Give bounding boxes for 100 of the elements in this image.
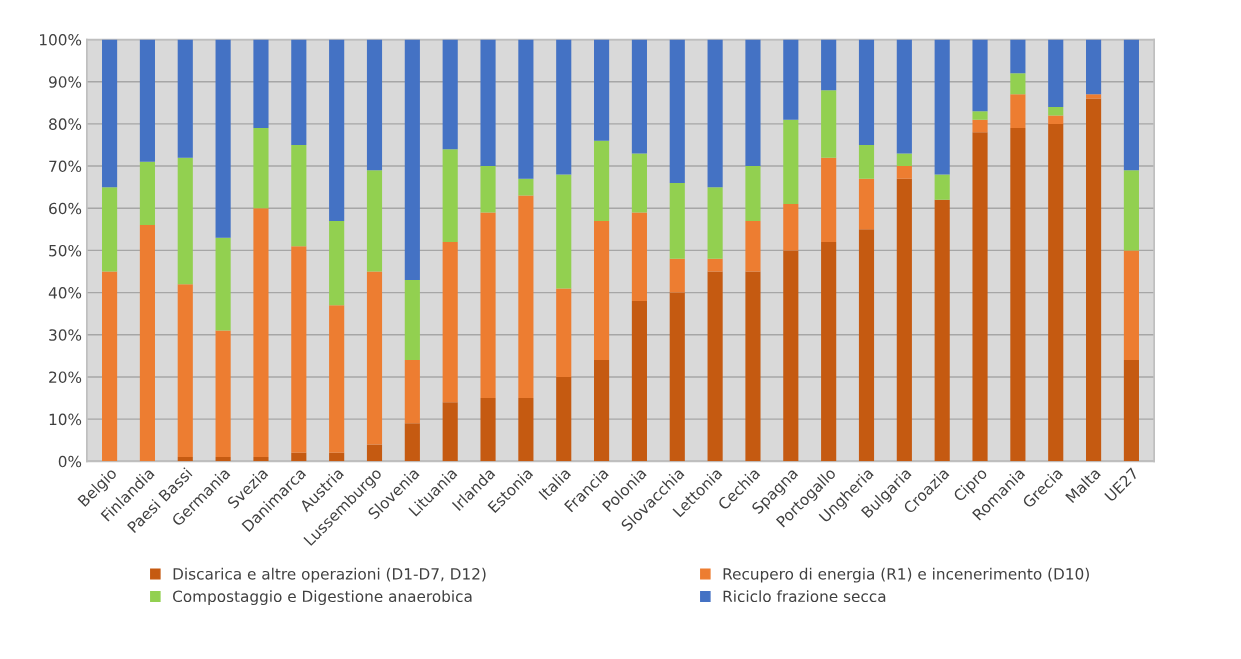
bar — [329, 39, 345, 221]
bar — [139, 39, 155, 162]
bar — [669, 292, 685, 462]
bar — [821, 90, 837, 158]
bar — [366, 271, 383, 445]
bar — [215, 457, 231, 462]
legend-label: Compostaggio e Digestione anaerobica — [173, 590, 472, 606]
y-tick-label: 50% — [49, 244, 82, 257]
y-tick-label: 20% — [49, 371, 82, 383]
bar — [821, 157, 837, 242]
bar — [1010, 128, 1026, 462]
y-tick-label: 60% — [49, 202, 82, 215]
bar — [291, 144, 307, 247]
bar — [972, 132, 988, 462]
bar — [102, 271, 118, 462]
bar — [631, 212, 647, 302]
y-tick-label: 10% — [49, 413, 82, 426]
bar — [177, 157, 193, 285]
bar — [934, 174, 950, 200]
bar — [291, 246, 307, 453]
y-tick-label: 70% — [49, 160, 82, 173]
bar — [556, 174, 572, 289]
bar — [102, 187, 118, 272]
bar — [1086, 94, 1102, 99]
bar — [783, 39, 799, 120]
bar — [480, 39, 496, 167]
bar — [404, 39, 420, 280]
y-tick-label: 80% — [49, 118, 82, 130]
bar — [177, 284, 193, 458]
bar — [1123, 39, 1139, 171]
bar — [366, 444, 383, 462]
bar — [1123, 170, 1139, 251]
bar — [594, 39, 610, 141]
bar — [291, 452, 307, 462]
bar — [518, 39, 534, 179]
bar — [556, 39, 572, 175]
bar — [783, 204, 799, 251]
bar — [253, 128, 269, 209]
bar — [253, 39, 269, 129]
bar — [518, 178, 534, 196]
bar — [1048, 107, 1064, 116]
y-tick-label: 30% — [49, 329, 82, 341]
bar — [1010, 39, 1026, 74]
bar — [1086, 39, 1102, 95]
bar — [745, 271, 761, 462]
bar — [442, 241, 458, 403]
bar — [972, 111, 988, 120]
bar — [291, 39, 307, 145]
legend-label: Recupero di energia (R1) e incenerimento (D10) — [723, 567, 1089, 583]
bar — [783, 119, 799, 205]
bar — [707, 187, 723, 259]
bar — [139, 161, 155, 226]
bar — [745, 39, 761, 167]
bar — [215, 39, 231, 238]
bar — [594, 220, 610, 361]
bar — [972, 39, 988, 112]
bar — [1123, 360, 1139, 462]
bar — [1048, 115, 1064, 124]
bar — [1123, 250, 1139, 361]
legend-label: Riciclo frazione secca — [723, 590, 886, 603]
bar — [102, 39, 118, 188]
bar — [707, 258, 723, 272]
bar — [329, 305, 345, 453]
bar — [480, 212, 496, 399]
y-tick-label: 100% — [40, 34, 82, 46]
bar — [329, 452, 345, 462]
bar — [1086, 98, 1102, 462]
bar — [253, 457, 269, 462]
bar — [631, 153, 647, 213]
bar — [442, 39, 458, 150]
bar — [745, 220, 761, 272]
bar — [139, 225, 155, 462]
bar — [896, 39, 912, 154]
bar — [594, 360, 610, 462]
y-tick-label: 40% — [48, 287, 82, 299]
bar — [896, 178, 912, 462]
bar — [518, 195, 534, 399]
bar — [215, 330, 231, 458]
bar — [934, 199, 950, 462]
bar — [1048, 123, 1064, 462]
bar — [707, 271, 723, 462]
bar — [366, 170, 383, 272]
bar — [404, 360, 420, 424]
bar — [366, 39, 383, 171]
y-tick-label: 0% — [58, 455, 82, 468]
bar — [442, 402, 458, 462]
bar — [442, 149, 458, 242]
bar — [896, 153, 912, 167]
bar — [518, 398, 534, 462]
bar — [404, 279, 420, 361]
bar — [253, 208, 269, 458]
bar — [707, 39, 723, 188]
bar — [1010, 94, 1026, 129]
bar — [480, 398, 496, 462]
bar — [669, 39, 685, 183]
bar — [631, 301, 647, 462]
bar — [858, 178, 875, 230]
bar — [669, 258, 685, 293]
bar — [594, 140, 610, 221]
bar — [934, 39, 950, 175]
